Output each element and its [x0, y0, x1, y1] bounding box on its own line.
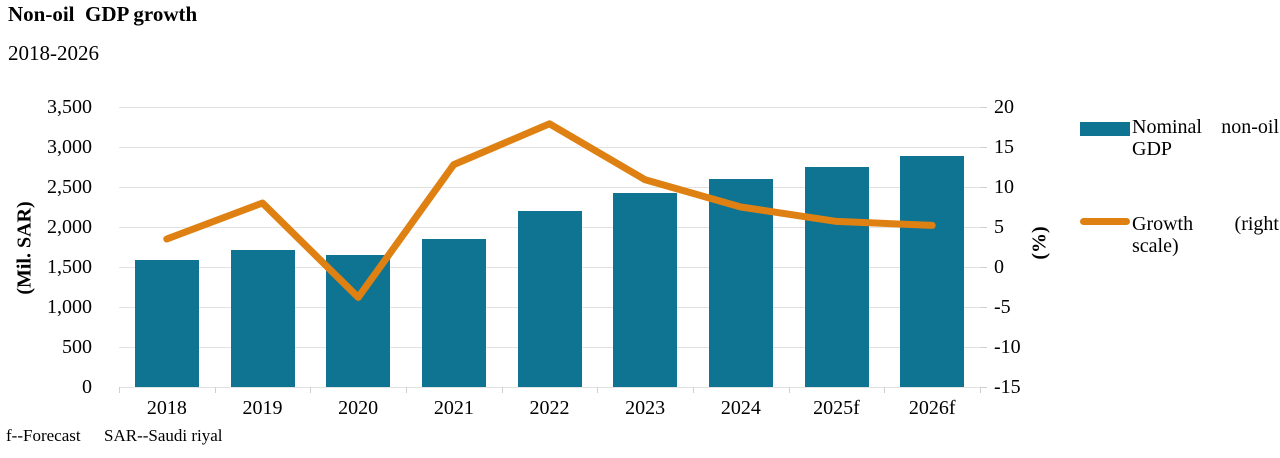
x-axis-tick: [214, 387, 216, 393]
x-axis-tick: [693, 387, 694, 393]
x-axis-tick-label-2025f: 2025f: [813, 397, 860, 419]
left-axis-tick-label: 1,000: [47, 296, 92, 318]
bar-2021: [421, 238, 486, 387]
x-axis-tick: [119, 387, 120, 393]
right-axis-tick-label: -5: [994, 296, 1011, 318]
left-axis-tick-label: 3,500: [47, 96, 92, 118]
x-axis-tick-label-2026f: 2026f: [908, 397, 956, 419]
growth-line: [163, 120, 936, 301]
legend-bar-swatch: [1080, 122, 1130, 136]
right-axis-tick: [980, 387, 987, 388]
x-axis-tick-label-2020: 2020: [338, 397, 379, 419]
x-axis-tick-label-2023: 2023: [625, 397, 666, 419]
x-axis-tick: [788, 387, 790, 393]
bar-2018: [134, 259, 199, 387]
gridline: [119, 187, 980, 188]
x-axis-tick-label-2022: 2022: [529, 397, 570, 419]
plot-area: [119, 107, 987, 393]
line-series: [163, 120, 936, 301]
footnote-sar: SAR--Saudi riyal: [104, 426, 223, 445]
right-axis-tick-label: -10: [994, 336, 1021, 358]
chart-subtitle: 2018-2026: [8, 41, 99, 65]
x-axis-tick: [501, 387, 503, 393]
x-axis-tick: [406, 387, 407, 393]
right-axis-tick: [980, 347, 987, 348]
right-axis-tick-label: 10: [994, 176, 1014, 198]
footnote-forecast: f--Forecast: [6, 426, 81, 445]
right-axis-tick-label: 20: [994, 96, 1014, 118]
bar-2022: [517, 211, 582, 387]
right-axis-tick: [980, 227, 987, 228]
gridline: [119, 107, 980, 108]
x-axis-tick: [597, 387, 599, 393]
right-axis-tick-label: 0: [994, 256, 1004, 278]
x-axis-tick: [310, 387, 312, 393]
gridline: [119, 387, 980, 388]
left-axis-tick-label: 0: [82, 376, 92, 398]
legend-label-nominal-gdp: Nominal non-oil GDP: [1132, 116, 1279, 160]
right-axis-tick-label: -15: [994, 376, 1021, 398]
x-axis-tick-label-2019: 2019: [242, 397, 283, 419]
right-axis-tick-label: 15: [994, 136, 1014, 158]
bar-2019: [230, 249, 295, 387]
right-axis-tick: [980, 147, 987, 148]
left-axis-tick-label: 2,500: [47, 176, 92, 198]
left-axis-tick-label: 1,500: [47, 256, 92, 278]
x-axis-tick-label-2024: 2024: [720, 397, 761, 419]
legend-label-growth: Growth (right scale): [1132, 213, 1279, 257]
right-axis-tick: [980, 107, 987, 108]
bar-2023: [613, 193, 678, 387]
legend-line-swatch: [1080, 218, 1130, 225]
right-axis-tick: [980, 187, 987, 188]
x-axis-tick-label-2021: 2021: [433, 397, 474, 419]
bar-2026f: [900, 155, 965, 387]
left-axis-tick-label: 3,000: [47, 136, 92, 158]
left-axis-tick-label: 500: [62, 336, 92, 358]
right-axis-tick-label: 5: [994, 216, 1004, 238]
x-axis-tick: [884, 387, 886, 393]
right-axis-tick: [980, 267, 987, 268]
bar-2025f: [804, 167, 869, 387]
chart-title: Non-oil GDP growth: [8, 2, 198, 26]
left-axis-tick-label: 2,000: [47, 216, 92, 238]
x-axis-tick-label-2018: 2018: [146, 397, 187, 419]
gridline: [119, 147, 980, 148]
right-axis-tick: [980, 307, 987, 308]
x-axis-tick: [980, 387, 981, 393]
